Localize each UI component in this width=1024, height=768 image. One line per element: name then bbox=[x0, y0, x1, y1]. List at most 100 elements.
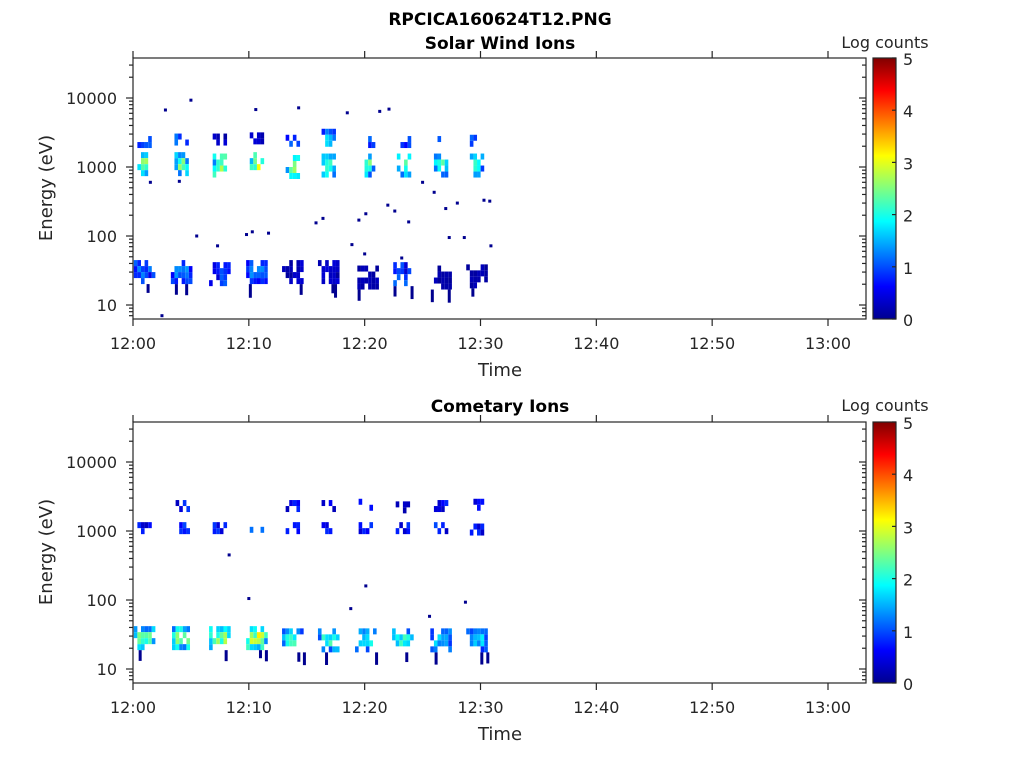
data-cell bbox=[444, 500, 449, 507]
data-cell bbox=[328, 272, 333, 279]
data-cell bbox=[480, 523, 485, 530]
data-cell bbox=[253, 644, 257, 651]
data-cell bbox=[146, 284, 150, 293]
data-cell bbox=[484, 276, 488, 283]
cometary-ions-panel: Cometary Ions Log counts Time Energy (eV… bbox=[36, 396, 929, 745]
data-cell bbox=[223, 268, 228, 275]
data-cell bbox=[484, 646, 488, 653]
data-cell bbox=[212, 133, 217, 140]
data-cell bbox=[285, 272, 290, 279]
data-cell bbox=[473, 634, 478, 641]
data-cell bbox=[260, 526, 265, 533]
plot-frame bbox=[132, 57, 867, 320]
data-cell bbox=[473, 282, 478, 289]
data-cell bbox=[133, 260, 138, 267]
data-cell bbox=[466, 628, 470, 635]
data-point bbox=[321, 216, 325, 220]
data-cell bbox=[144, 632, 149, 639]
data-cell bbox=[260, 272, 265, 279]
data-cell bbox=[473, 153, 478, 160]
data-cell bbox=[174, 158, 179, 165]
data-cell bbox=[137, 632, 141, 639]
data-cell bbox=[369, 640, 374, 647]
data-cell bbox=[296, 500, 301, 507]
data-cell bbox=[148, 266, 152, 273]
data-cell bbox=[253, 638, 257, 645]
data-cell bbox=[371, 271, 376, 278]
data-cell bbox=[249, 526, 254, 533]
data-point bbox=[250, 230, 254, 234]
data-cell bbox=[469, 153, 474, 160]
data-cell bbox=[253, 272, 257, 279]
data-cell bbox=[179, 626, 183, 633]
data-cell bbox=[321, 278, 326, 285]
data-cell bbox=[469, 634, 474, 641]
data-cell bbox=[249, 132, 254, 139]
data-cell bbox=[179, 638, 183, 645]
data-cell bbox=[480, 628, 485, 635]
data-point bbox=[462, 236, 466, 240]
data-cell bbox=[179, 522, 183, 529]
data-point bbox=[177, 179, 181, 183]
data-cell bbox=[260, 278, 265, 285]
data-cell bbox=[325, 128, 329, 135]
data-cell bbox=[477, 523, 481, 530]
data-cell bbox=[246, 644, 250, 651]
data-cell bbox=[400, 171, 405, 178]
x-tick-label: 12:20 bbox=[342, 334, 388, 353]
data-cell bbox=[223, 632, 228, 639]
data-cell bbox=[371, 142, 376, 149]
data-cell bbox=[181, 260, 186, 267]
data-cell bbox=[185, 272, 189, 279]
data-cell bbox=[216, 274, 220, 281]
data-cell bbox=[181, 152, 186, 159]
data-cell bbox=[182, 632, 187, 639]
data-cell bbox=[256, 632, 261, 639]
data-cell bbox=[477, 529, 481, 536]
data-cell bbox=[430, 289, 434, 303]
data-cell bbox=[289, 167, 293, 173]
data-cell bbox=[325, 171, 329, 178]
data-cell bbox=[469, 628, 474, 635]
data-cell bbox=[360, 277, 365, 284]
data-cell bbox=[395, 634, 400, 641]
data-cell bbox=[328, 278, 333, 285]
data-cell bbox=[181, 158, 186, 165]
data-cell bbox=[144, 142, 149, 149]
data-cell bbox=[358, 522, 363, 529]
colorbar-tick-label: 3 bbox=[903, 518, 913, 537]
data-cell bbox=[477, 640, 481, 647]
data-cell bbox=[179, 528, 183, 535]
data-cell bbox=[296, 528, 301, 535]
data-cell bbox=[256, 638, 261, 645]
data-cell bbox=[469, 140, 474, 147]
data-cell bbox=[400, 268, 405, 275]
data-cell bbox=[332, 165, 336, 172]
data-cell bbox=[328, 165, 333, 172]
data-cell bbox=[253, 632, 257, 639]
data-cell bbox=[300, 266, 304, 273]
data-cell bbox=[477, 276, 481, 283]
data-cell bbox=[332, 506, 336, 513]
data-cell bbox=[174, 278, 179, 285]
data-cell bbox=[264, 272, 268, 279]
data-cell bbox=[292, 155, 297, 161]
data-cell bbox=[227, 632, 231, 639]
data-cell bbox=[186, 638, 191, 645]
data-point bbox=[387, 107, 391, 111]
data-point bbox=[245, 233, 249, 237]
data-cell bbox=[148, 632, 152, 639]
data-cell bbox=[368, 136, 372, 143]
data-cell bbox=[256, 644, 261, 651]
data-cell bbox=[296, 266, 301, 273]
data-cell bbox=[285, 634, 290, 641]
data-cell bbox=[216, 638, 220, 645]
data-cell bbox=[437, 506, 442, 513]
data-cell bbox=[321, 266, 326, 273]
data-cell bbox=[148, 638, 152, 645]
y-tick-label: 10 bbox=[97, 660, 117, 679]
x-tick-label: 12:10 bbox=[226, 698, 272, 717]
data-cell bbox=[404, 262, 408, 269]
data-cell bbox=[174, 139, 179, 146]
